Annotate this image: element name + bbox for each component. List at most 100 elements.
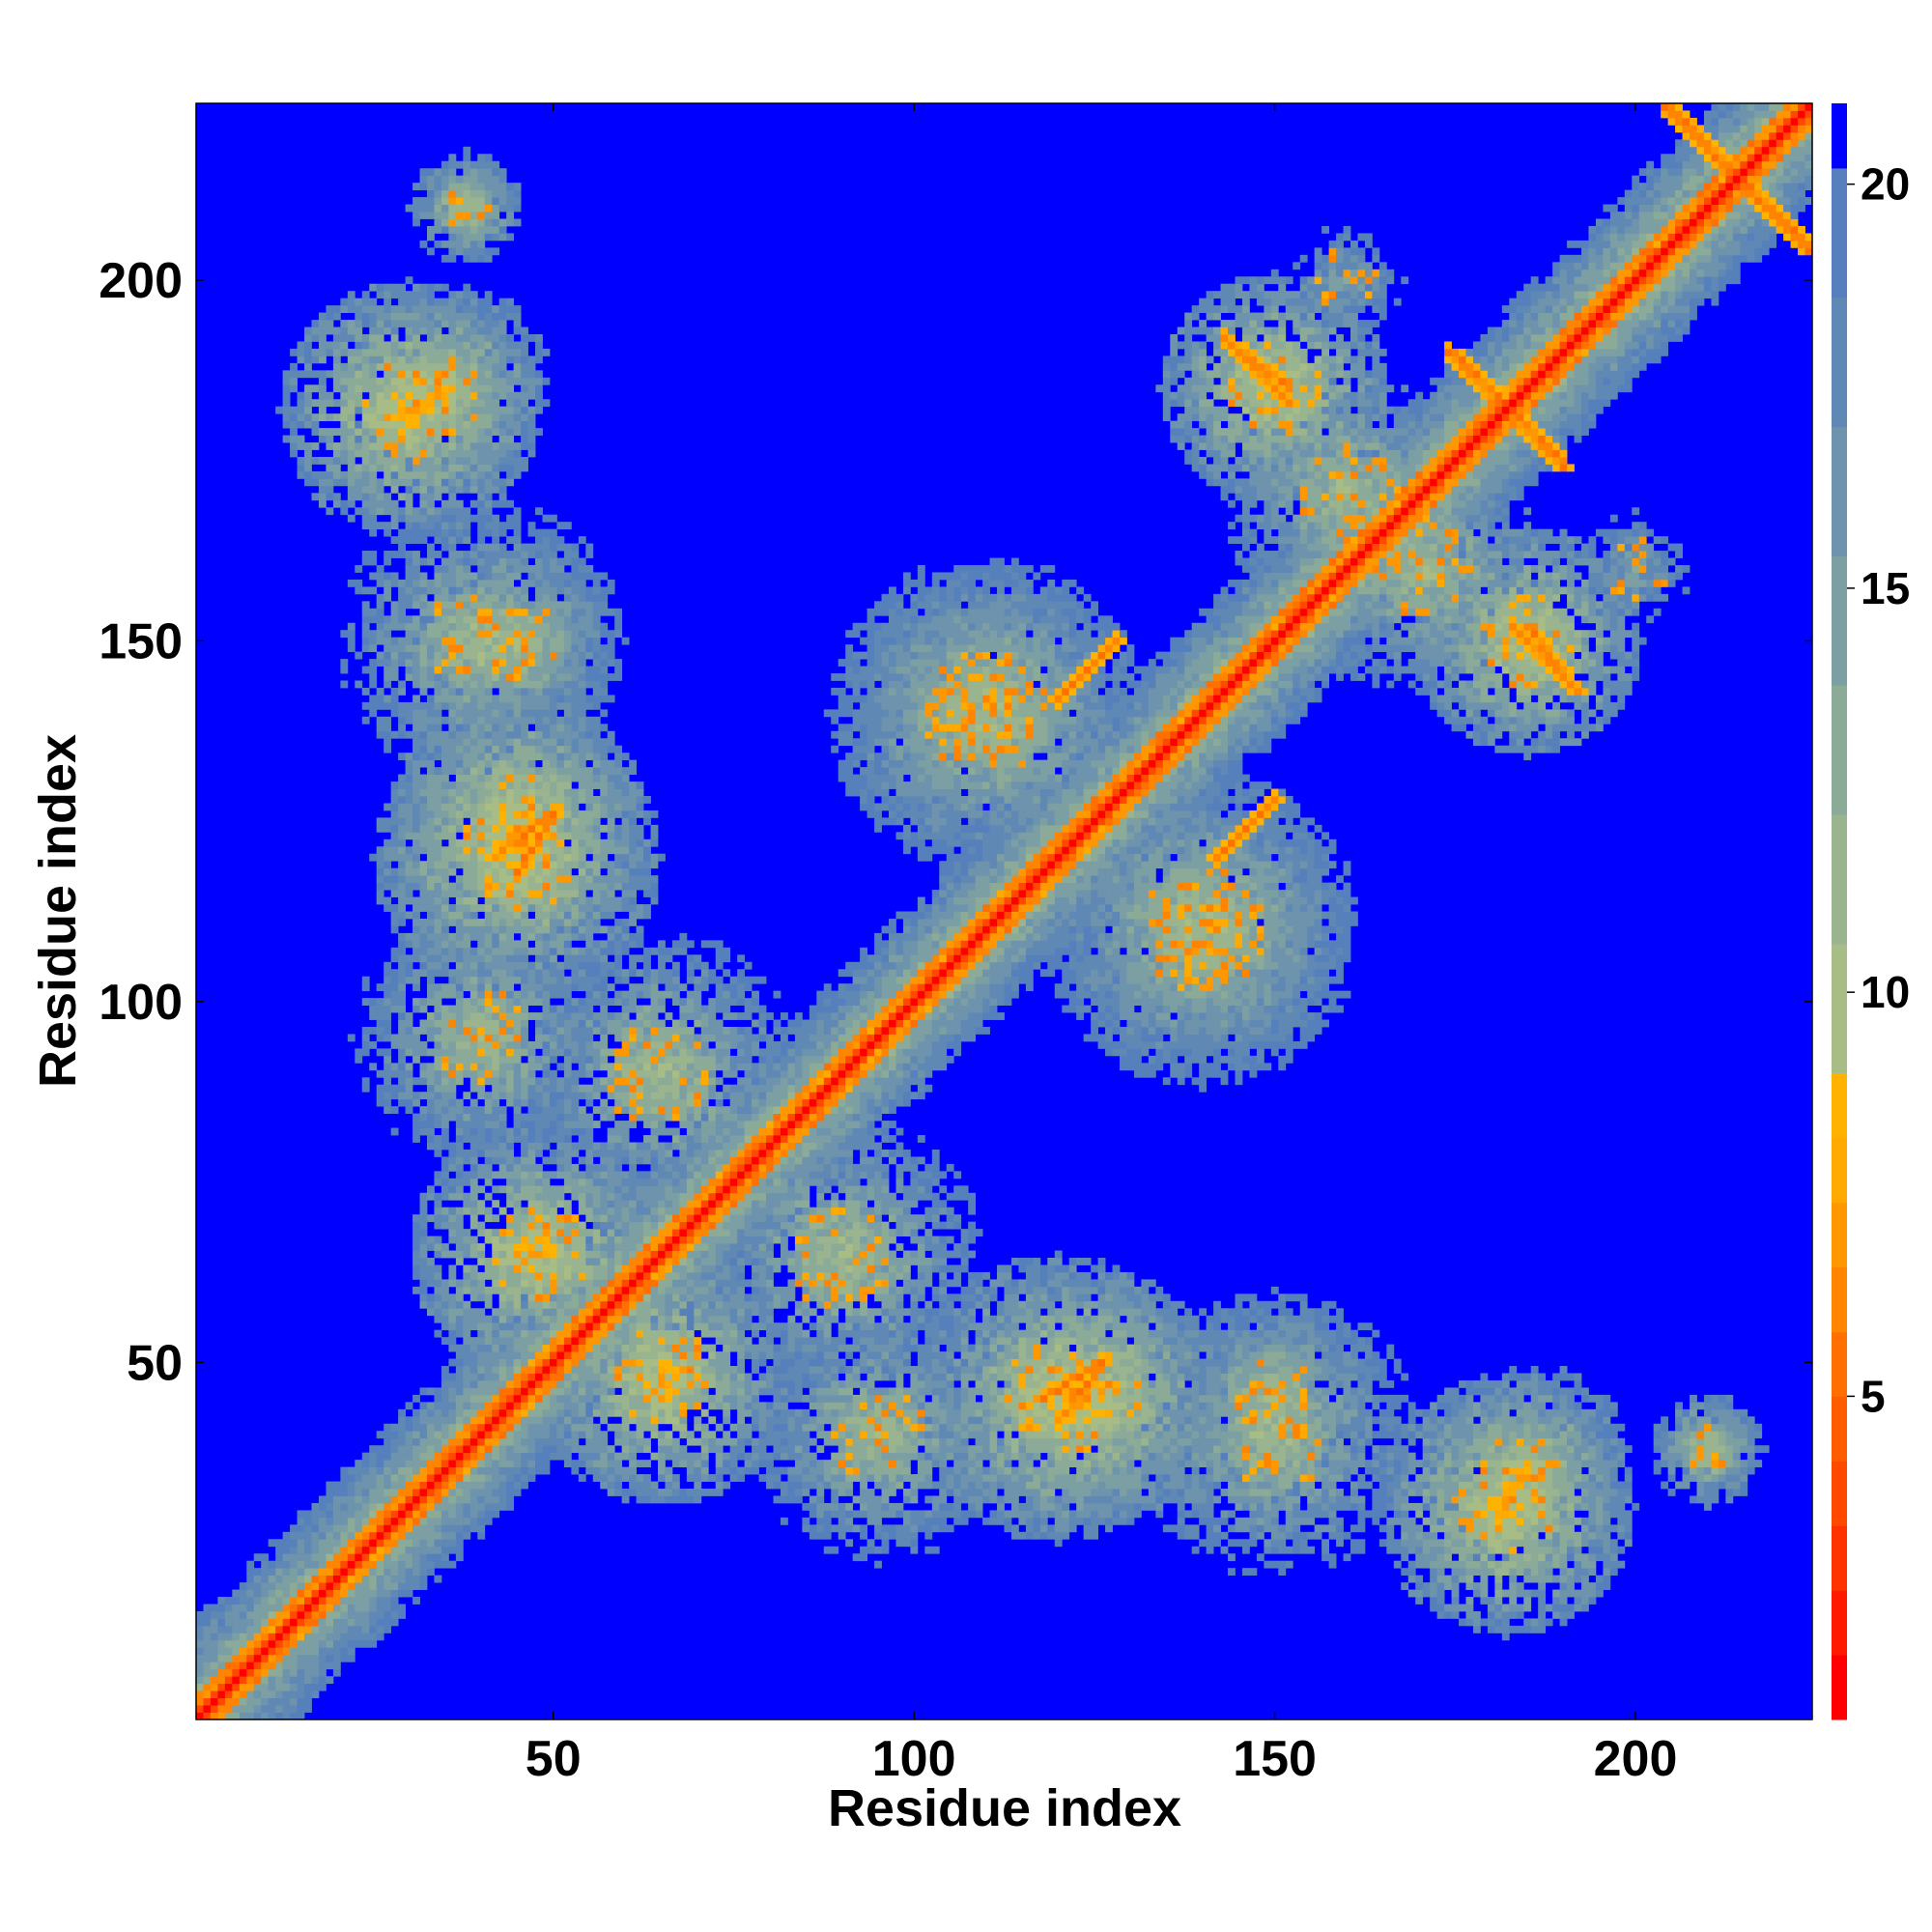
heatmap-cell — [902, 1431, 911, 1439]
heatmap-cell — [939, 1431, 948, 1439]
heatmap-cell — [1465, 1495, 1474, 1504]
heatmap-cell — [1285, 1474, 1293, 1482]
heatmap-cell — [1278, 1394, 1287, 1403]
heatmap-cell — [1112, 1489, 1121, 1496]
heatmap-cell — [1235, 1402, 1243, 1410]
heatmap-cell — [1343, 1460, 1351, 1467]
heatmap-cell — [910, 1337, 919, 1346]
heatmap-cell — [1191, 1466, 1200, 1475]
heatmap-cell — [867, 1408, 875, 1417]
heatmap-cell — [1162, 1489, 1171, 1496]
heatmap-cell — [224, 1604, 233, 1612]
heatmap-cell — [953, 1366, 962, 1374]
heatmap-cell — [412, 1524, 420, 1533]
heatmap-cell — [982, 1445, 990, 1454]
heatmap-cell — [852, 1423, 861, 1432]
heatmap-cell — [917, 1423, 925, 1432]
heatmap-cell — [1401, 1582, 1409, 1590]
heatmap-cell — [210, 1668, 218, 1677]
heatmap-cell — [924, 1408, 933, 1417]
heatmap-cell — [405, 1589, 413, 1598]
heatmap-cell — [931, 1460, 940, 1467]
heatmap-cell — [1465, 1618, 1474, 1627]
heatmap-cell — [838, 1416, 846, 1425]
heatmap-cell — [1436, 1582, 1445, 1590]
heatmap-cell — [860, 1481, 867, 1490]
heatmap-cell — [1241, 1358, 1250, 1367]
heatmap-cell — [1299, 1481, 1308, 1490]
heatmap-cell — [1401, 1481, 1409, 1490]
heatmap-cell — [440, 1460, 449, 1467]
heatmap-cell — [1559, 1553, 1568, 1562]
heatmap-cell — [455, 1481, 464, 1490]
heatmap-cell — [1690, 1466, 1697, 1475]
heatmap-cell — [1444, 1481, 1452, 1490]
heatmap-cell — [1293, 1546, 1301, 1554]
heatmap-cell — [1523, 1387, 1532, 1396]
heatmap-cell — [268, 1662, 276, 1670]
heatmap-cell — [1459, 1502, 1466, 1511]
heatmap-cell — [224, 1676, 233, 1685]
heatmap-cell — [318, 1510, 327, 1519]
heatmap-cell — [282, 1712, 291, 1720]
heatmap-cell — [881, 1452, 890, 1461]
heatmap-cell — [1667, 1489, 1676, 1496]
heatmap-cell — [1407, 1460, 1416, 1467]
heatmap-cell — [1062, 1445, 1070, 1454]
heatmap-cell — [1516, 1510, 1524, 1519]
heatmap-cell — [700, 1460, 709, 1467]
heatmap-cell — [1386, 1351, 1395, 1359]
heatmap-cell — [982, 1387, 990, 1396]
heatmap-cell — [686, 1431, 695, 1439]
heatmap-cell — [1609, 1452, 1618, 1461]
heatmap-cell — [794, 1474, 803, 1482]
heatmap-cell — [477, 1445, 486, 1454]
heatmap-cell — [419, 1481, 428, 1490]
heatmap-cell — [1299, 1366, 1308, 1374]
heatmap-cell — [1393, 1394, 1402, 1403]
heatmap-cell — [1307, 1437, 1316, 1446]
heatmap-cell — [311, 1502, 320, 1511]
heatmap-cell — [1501, 1445, 1510, 1454]
heatmap-cell — [521, 1344, 528, 1352]
heatmap-cell — [1603, 1553, 1611, 1562]
heatmap-cell — [1451, 1394, 1460, 1403]
heatmap-cell — [1567, 1481, 1575, 1490]
heatmap-cell — [1235, 1373, 1243, 1381]
heatmap-cell — [1609, 1568, 1618, 1577]
heatmap-cell — [419, 1408, 428, 1417]
heatmap-cell — [290, 1553, 298, 1562]
heatmap-cell — [290, 1654, 298, 1662]
heatmap-cell — [455, 1402, 464, 1410]
heatmap-cell — [1097, 1445, 1106, 1454]
heatmap-cell — [1068, 1445, 1077, 1454]
heatmap-cell — [924, 1517, 933, 1525]
heatmap-cell — [1740, 1445, 1748, 1454]
heatmap-cell — [1725, 1460, 1734, 1467]
heatmap-cell — [1068, 1460, 1077, 1467]
heatmap-cell — [715, 1366, 724, 1374]
heatmap-cell — [290, 1531, 298, 1540]
heatmap-cell — [542, 1423, 551, 1432]
heatmap-cell — [1567, 1568, 1575, 1577]
heatmap-cell — [629, 1366, 637, 1374]
heatmap-cell — [1097, 1431, 1106, 1439]
heatmap-cell — [1459, 1474, 1466, 1482]
heatmap-cell — [513, 1452, 522, 1461]
heatmap-cell — [1538, 1618, 1547, 1627]
heatmap-cell — [1213, 1408, 1221, 1417]
heatmap-cell — [1170, 1373, 1179, 1381]
heatmap-cell — [1407, 1502, 1416, 1511]
heatmap-cell — [874, 1474, 882, 1482]
heatmap-cell — [369, 1597, 378, 1605]
heatmap-cell — [946, 1394, 954, 1403]
heatmap-cell — [1609, 1489, 1618, 1496]
heatmap-cell — [780, 1445, 788, 1454]
heatmap-cell — [1184, 1423, 1193, 1432]
heatmap-cell — [498, 1452, 507, 1461]
heatmap-cell — [1552, 1402, 1560, 1410]
heatmap-cell — [1120, 1394, 1127, 1403]
heatmap-cell — [758, 1408, 767, 1417]
heatmap-cell — [1472, 1402, 1481, 1410]
heatmap-cell — [217, 1597, 226, 1605]
